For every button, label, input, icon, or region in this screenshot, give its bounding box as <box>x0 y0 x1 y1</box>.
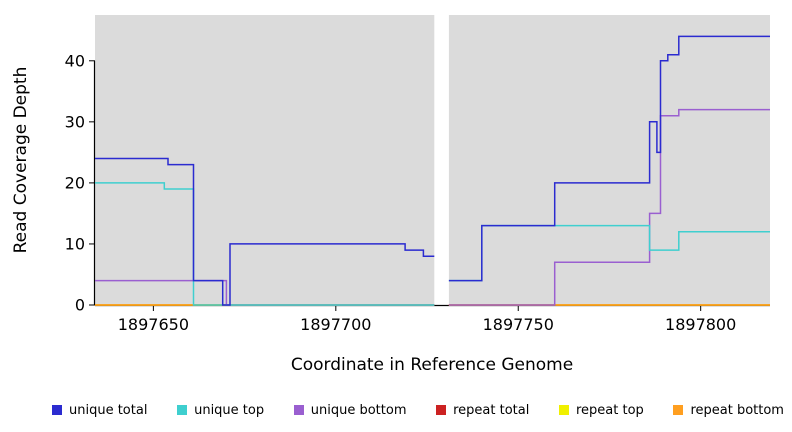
legend-label-repeat-bottom: repeat bottom <box>690 402 784 418</box>
series-line-unique-total <box>448 35 770 282</box>
y-axis-title: Read Coverage Depth <box>11 67 31 254</box>
y-tick-label: 30 <box>65 112 85 131</box>
legend-swatch-repeat-top <box>559 405 569 415</box>
series-line-unique-bottom <box>448 108 770 306</box>
coverage-gap-band <box>434 15 449 305</box>
legend-item-repeat-bottom: repeat bottom <box>673 403 784 418</box>
legend-label-unique-top: unique top <box>194 402 265 418</box>
legend: unique total unique top unique bottom repea… <box>52 400 784 420</box>
y-tick-label: 0 <box>75 296 85 315</box>
legend-swatch-unique-total <box>52 405 62 415</box>
legend-item-repeat-total: repeat total <box>436 403 529 418</box>
y-tick-label: 40 <box>65 51 85 70</box>
y-tick-label: 10 <box>65 234 85 253</box>
legend-label-repeat-top: repeat top <box>576 402 644 418</box>
x-tick-label: 1897700 <box>300 315 371 334</box>
x-axis-title: Coordinate in Reference Genome <box>291 355 573 375</box>
x-tick-label: 1897750 <box>483 315 554 334</box>
series-line-unique-top <box>95 182 435 306</box>
legend-label-repeat-total: repeat total <box>453 402 530 418</box>
x-tick-label: 1897800 <box>665 315 736 334</box>
legend-item-unique-bottom: unique bottom <box>293 402 407 418</box>
legend-label-unique-total: unique total <box>69 402 148 418</box>
legend-swatch-unique-top <box>177 405 188 415</box>
legend-item-repeat-top: repeat top <box>559 403 644 418</box>
series-line-unique-total <box>95 157 435 306</box>
legend-item-unique-top: unique top <box>177 403 264 418</box>
y-tick-label: 20 <box>65 173 85 192</box>
legend-swatch-unique-bottom <box>293 405 304 415</box>
legend-item-unique-total: unique total <box>52 403 147 418</box>
plot-panel <box>95 15 770 305</box>
legend-swatch-repeat-total <box>436 405 447 415</box>
legend-label-unique-bottom: unique bottom <box>310 402 407 418</box>
legend-swatch-repeat-bottom <box>673 405 684 415</box>
x-tick-label: 1897650 <box>118 315 189 334</box>
